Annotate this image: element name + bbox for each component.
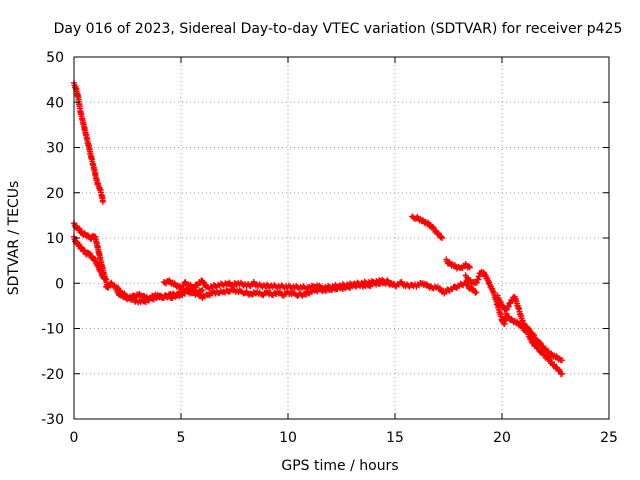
x-tick-label: 0 [70, 430, 79, 446]
y-tick-label: 10 [46, 231, 64, 247]
series-main-band-upper [160, 276, 394, 292]
data-point [387, 280, 394, 287]
x-axis-label: GPS time / hours [281, 458, 398, 474]
x-tick-label: 25 [600, 430, 618, 446]
data-series [71, 79, 565, 378]
data-point [466, 264, 473, 271]
series-late-falling-track [462, 268, 565, 378]
data-point [536, 339, 543, 346]
data-point [465, 263, 472, 270]
y-tick-label: 0 [55, 276, 64, 292]
data-point [558, 370, 565, 377]
chart-title: Day 016 of 2023, Sidereal Day-to-day VTE… [54, 21, 623, 37]
y-tick-label: 20 [46, 186, 64, 202]
y-tick-label: -20 [41, 367, 64, 383]
series-late-small-track [443, 256, 473, 272]
data-point [100, 275, 107, 282]
data-point [199, 287, 206, 294]
y-tick-label: -30 [41, 412, 64, 428]
data-point [439, 235, 446, 241]
data-point [429, 223, 436, 230]
series-late-falling-upper [494, 292, 565, 364]
x-tick-label: 20 [493, 430, 511, 446]
y-tick-label: 30 [46, 141, 64, 157]
y-tick-label: 50 [46, 50, 64, 66]
y-axis-label: SDTVAR / TECUs [6, 181, 22, 296]
data-point [99, 198, 106, 205]
series-late-high-track [409, 213, 446, 241]
data-point [473, 289, 480, 296]
axis-ticks: 0 5 10 15 20 25 -30 -20 -10 0 10 20 30 40 50 [41, 50, 618, 446]
series-main-band-lower [113, 287, 206, 306]
y-tick-label: -10 [41, 322, 64, 338]
x-tick-label: 15 [386, 430, 404, 446]
data-point [558, 357, 565, 364]
series-early-high-track [71, 79, 106, 205]
y-tick-label: 40 [46, 95, 64, 111]
x-tick-label: 5 [177, 430, 186, 446]
series-early-mid-track-b [71, 233, 107, 282]
data-point [545, 355, 552, 362]
grid-lines [74, 57, 609, 419]
x-tick-label: 10 [279, 430, 297, 446]
